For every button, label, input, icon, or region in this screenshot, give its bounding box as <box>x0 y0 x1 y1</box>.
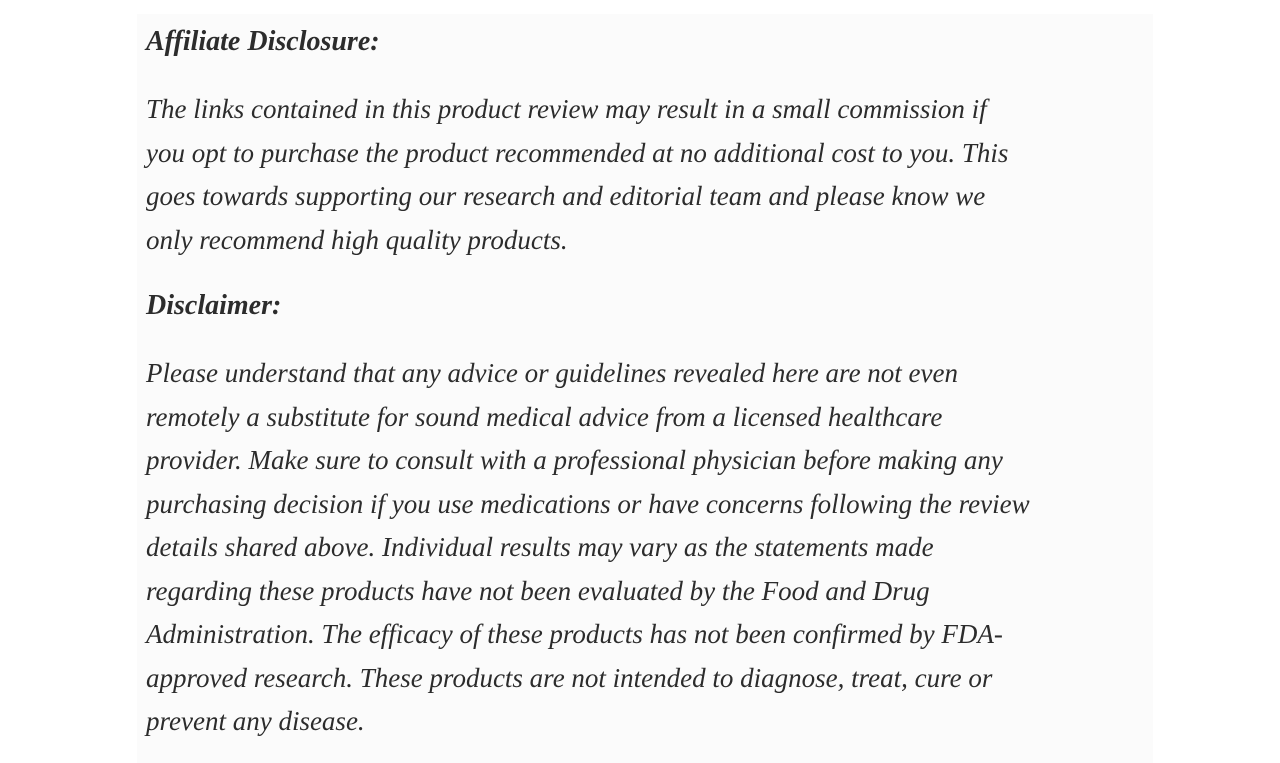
section-affiliate-disclosure: Affiliate Disclosure: The links containe… <box>146 24 1147 262</box>
disclaimer-heading: Disclaimer: <box>146 290 282 321</box>
article-content: Affiliate Disclosure: The links containe… <box>137 14 1153 763</box>
disclaimer-body: Please understand that any advice or gui… <box>146 358 1030 736</box>
affiliate-disclosure-body: The links contained in this product revi… <box>146 94 1009 255</box>
section-disclaimer: Disclaimer: Please understand that any a… <box>146 288 1147 744</box>
affiliate-disclosure-heading: Affiliate Disclosure: <box>146 26 380 57</box>
